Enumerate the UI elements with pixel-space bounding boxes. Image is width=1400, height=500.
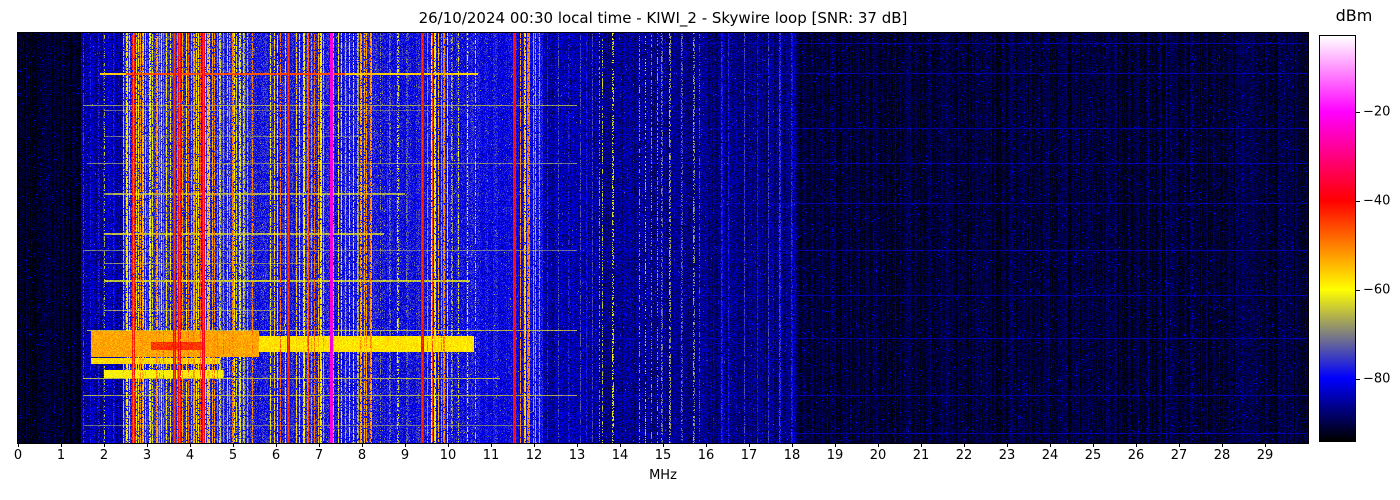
colorbar-canvas bbox=[1320, 36, 1355, 441]
colorbar-tick-mark bbox=[1356, 200, 1360, 202]
colorbar-tick-mark bbox=[1356, 111, 1360, 113]
x-tick-mark bbox=[792, 443, 793, 447]
colorbar-label: dBm bbox=[1335, 6, 1373, 25]
x-tick-label: 14 bbox=[611, 448, 629, 463]
x-tick-label: 29 bbox=[1256, 448, 1274, 463]
x-tick-label: 0 bbox=[13, 448, 23, 463]
x-tick-mark bbox=[577, 443, 578, 447]
x-tick-mark bbox=[190, 443, 191, 447]
x-tick-label: 18 bbox=[783, 448, 801, 463]
x-tick-mark bbox=[1222, 443, 1223, 447]
x-tick-mark bbox=[964, 443, 965, 447]
x-tick-mark bbox=[362, 443, 363, 447]
x-tick-mark bbox=[1093, 443, 1094, 447]
x-tick-label: 7 bbox=[314, 448, 324, 463]
x-tick-label: 17 bbox=[740, 448, 758, 463]
x-tick-label: 1 bbox=[56, 448, 66, 463]
x-tick-label: 22 bbox=[955, 448, 973, 463]
colorbar bbox=[1319, 35, 1356, 442]
x-tick-mark bbox=[1007, 443, 1008, 447]
x-tick-label: 4 bbox=[185, 448, 195, 463]
x-tick-mark bbox=[448, 443, 449, 447]
x-tick-mark bbox=[1179, 443, 1180, 447]
spectrogram-canvas bbox=[18, 33, 1308, 443]
x-tick-mark bbox=[147, 443, 148, 447]
x-tick-label: 16 bbox=[697, 448, 715, 463]
x-tick-label: 10 bbox=[439, 448, 457, 463]
x-tick-mark bbox=[835, 443, 836, 447]
colorbar-tick-mark bbox=[1356, 289, 1360, 291]
x-tick-mark bbox=[534, 443, 535, 447]
x-tick-mark bbox=[706, 443, 707, 447]
x-tick-label: 11 bbox=[482, 448, 500, 463]
x-tick-mark bbox=[276, 443, 277, 447]
x-tick-label: 19 bbox=[826, 448, 844, 463]
x-tick-mark bbox=[663, 443, 664, 447]
x-tick-label: 27 bbox=[1170, 448, 1188, 463]
x-tick-mark bbox=[620, 443, 621, 447]
x-tick-label: 23 bbox=[998, 448, 1016, 463]
x-tick-label: 21 bbox=[912, 448, 930, 463]
spectrogram-plot bbox=[17, 32, 1309, 444]
x-tick-label: 28 bbox=[1213, 448, 1231, 463]
x-tick-label: 12 bbox=[525, 448, 543, 463]
colorbar-tick-label: −20 bbox=[1363, 104, 1391, 120]
x-tick-mark bbox=[1050, 443, 1051, 447]
colorbar-tick-mark bbox=[1356, 378, 1360, 380]
x-tick-mark bbox=[61, 443, 62, 447]
x-tick-mark bbox=[1265, 443, 1266, 447]
x-tick-label: 24 bbox=[1041, 448, 1059, 463]
plot-title: 26/10/2024 00:30 local time - KIWI_2 - S… bbox=[418, 9, 908, 27]
x-tick-mark bbox=[233, 443, 234, 447]
x-tick-mark bbox=[878, 443, 879, 447]
x-tick-label: 8 bbox=[357, 448, 367, 463]
x-tick-label: 5 bbox=[228, 448, 238, 463]
x-tick-mark bbox=[921, 443, 922, 447]
x-tick-label: 9 bbox=[400, 448, 410, 463]
x-tick-label: 25 bbox=[1084, 448, 1102, 463]
x-tick-label: 3 bbox=[142, 448, 152, 463]
x-tick-label: 15 bbox=[654, 448, 672, 463]
x-tick-mark bbox=[1136, 443, 1137, 447]
x-tick-label: 26 bbox=[1127, 448, 1145, 463]
colorbar-tick-label: −40 bbox=[1363, 193, 1391, 209]
x-tick-label: 2 bbox=[99, 448, 109, 463]
colorbar-tick-label: −80 bbox=[1363, 371, 1391, 387]
x-tick-mark bbox=[319, 443, 320, 447]
x-tick-mark bbox=[18, 443, 19, 447]
x-tick-label: 20 bbox=[869, 448, 887, 463]
x-tick-mark bbox=[405, 443, 406, 447]
x-tick-label: 13 bbox=[568, 448, 586, 463]
x-tick-mark bbox=[749, 443, 750, 447]
x-axis-label: MHz bbox=[649, 468, 677, 483]
x-tick-label: 6 bbox=[271, 448, 281, 463]
colorbar-tick-label: −60 bbox=[1363, 282, 1391, 298]
x-tick-mark bbox=[491, 443, 492, 447]
x-tick-mark bbox=[104, 443, 105, 447]
